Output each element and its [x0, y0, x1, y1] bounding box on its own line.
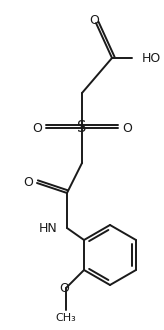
Text: O: O	[122, 121, 132, 135]
Text: S: S	[77, 120, 87, 136]
Text: O: O	[23, 177, 33, 189]
Text: O: O	[89, 15, 99, 27]
Text: HN: HN	[38, 221, 57, 235]
Text: CH₃: CH₃	[56, 313, 76, 323]
Text: HO: HO	[142, 51, 161, 64]
Text: O: O	[32, 121, 42, 135]
Text: O: O	[59, 281, 69, 294]
